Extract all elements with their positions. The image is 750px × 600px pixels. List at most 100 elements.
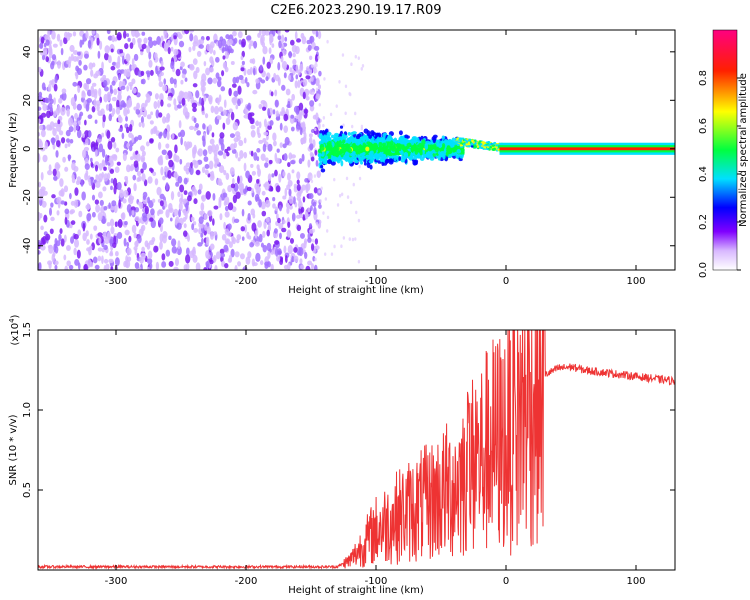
spectrogram-cell xyxy=(288,51,293,59)
spectrogram-cell xyxy=(54,264,58,270)
spectrogram-cell xyxy=(288,188,292,197)
spectrogram-cell xyxy=(260,242,264,248)
spectrogram-cell xyxy=(131,58,135,67)
spectrogram-cell xyxy=(203,60,207,67)
spectrogram-cell xyxy=(290,39,295,46)
spectrogram-cell xyxy=(284,30,290,33)
spectrogram-cell xyxy=(308,193,314,200)
spectrogram-cell xyxy=(166,103,172,108)
spectrogram-cell xyxy=(224,66,229,73)
spectrogram-cell xyxy=(118,128,123,133)
spectrogram-cell xyxy=(315,78,320,86)
spectrogram-cell xyxy=(122,102,127,108)
spectrogram-cell xyxy=(125,53,131,62)
spectrogram-cell xyxy=(75,72,79,80)
spectrogram-cell xyxy=(195,123,200,128)
spectrogram-cell xyxy=(103,205,108,211)
spectrogram-cell xyxy=(149,69,154,76)
spectrogram-cell xyxy=(212,218,215,226)
spectrogram-x-axis-label: Height of straight line (km) xyxy=(288,285,424,296)
spectrogram-cell xyxy=(84,163,90,171)
spectrogram-cell xyxy=(97,232,103,237)
spectrogram-cell xyxy=(103,264,107,270)
spectrogram-cell xyxy=(291,212,296,222)
spectrogram-cell xyxy=(64,143,68,149)
spectrogram-cell xyxy=(113,235,117,245)
spectrogram-cell xyxy=(381,161,385,167)
spectrogram-cell xyxy=(385,150,391,156)
spectrogram-cell xyxy=(184,77,188,82)
spectrogram-cell xyxy=(232,178,235,185)
spectrogram-cell xyxy=(100,205,105,214)
spectrogram-cell xyxy=(237,98,241,107)
spectrogram-cell xyxy=(200,232,204,238)
spectrogram-cell xyxy=(222,192,228,198)
spectrogram-cell xyxy=(40,112,47,118)
spectrogram-cell xyxy=(85,169,89,177)
spectrogram-cell xyxy=(229,143,236,151)
spectrogram-cell xyxy=(160,60,164,67)
spectrogram-cell xyxy=(229,167,235,176)
spectrogram-cell xyxy=(224,205,229,212)
spectrogram-cell xyxy=(86,239,90,245)
spectrogram-cell xyxy=(243,114,249,119)
spectrogram-cell xyxy=(324,155,329,160)
spectrogram-cell xyxy=(106,30,111,35)
spectrogram-cell xyxy=(228,241,233,248)
spectrogram-cell xyxy=(90,161,94,168)
spectrogram-cell xyxy=(357,218,361,223)
spectrogram-cell xyxy=(283,153,288,161)
spectrogram-cell xyxy=(340,244,343,249)
spectrogram-cell xyxy=(94,264,100,270)
spectrogram-cell xyxy=(131,210,135,216)
spectrogram-cell xyxy=(98,237,102,244)
spectrogram-cell xyxy=(279,232,282,240)
spectrogram-cell xyxy=(250,124,256,130)
spectrogram-cell xyxy=(470,145,474,148)
spectrogram-cell xyxy=(419,149,423,155)
spectrogram-cell xyxy=(51,30,56,40)
spectrogram-cell xyxy=(173,171,178,178)
spectrogram-cell xyxy=(121,132,125,140)
spectrogram-cell xyxy=(204,163,210,170)
spectrogram-cell xyxy=(299,232,305,239)
spectrogram-cell xyxy=(260,37,264,46)
spectrogram-cell xyxy=(138,122,142,128)
spectrogram-cell xyxy=(287,244,293,255)
spectrogram-cell xyxy=(151,127,157,134)
spectrogram-cell xyxy=(153,245,159,253)
spectrogram-cell xyxy=(145,141,150,147)
spectrogram-cell xyxy=(283,113,289,122)
spectrogram-cell xyxy=(302,196,306,203)
spectrogram-cell xyxy=(198,96,202,105)
spectrogram-cell xyxy=(474,145,477,148)
spectrogram-cell xyxy=(237,85,242,95)
spectrogram-cell xyxy=(389,141,394,146)
spectrogram-cell xyxy=(262,46,268,55)
snr-series-line xyxy=(38,330,675,570)
spectrogram-cell xyxy=(67,154,71,162)
spectrogram-cell xyxy=(141,172,146,182)
spectrogram-cell xyxy=(310,156,315,162)
spectrogram-cell xyxy=(53,243,57,253)
spectrogram-cell xyxy=(303,108,309,114)
spectrogram-cell xyxy=(201,110,206,116)
spectrogram-cell xyxy=(50,137,56,144)
spectrogram-cell xyxy=(216,80,222,88)
spectrogram-cell xyxy=(426,153,432,159)
spectrogram-cell xyxy=(480,141,484,144)
spectrogram-cell xyxy=(432,152,436,157)
spectrogram-cell xyxy=(354,237,357,241)
spectrogram-cell xyxy=(247,112,253,121)
spectrogram-cell xyxy=(296,184,301,192)
spectrogram-cell xyxy=(200,222,204,229)
spectrogram-cell xyxy=(158,73,162,82)
spectrogram-cell xyxy=(350,124,354,129)
spectrogram-cell xyxy=(77,51,81,56)
spectrogram-cell xyxy=(180,79,184,85)
spectrogram-cell xyxy=(141,246,145,252)
spectrogram-cell xyxy=(38,66,42,73)
spectrogram-cell xyxy=(182,216,187,222)
spectrogram-cell xyxy=(141,150,146,157)
